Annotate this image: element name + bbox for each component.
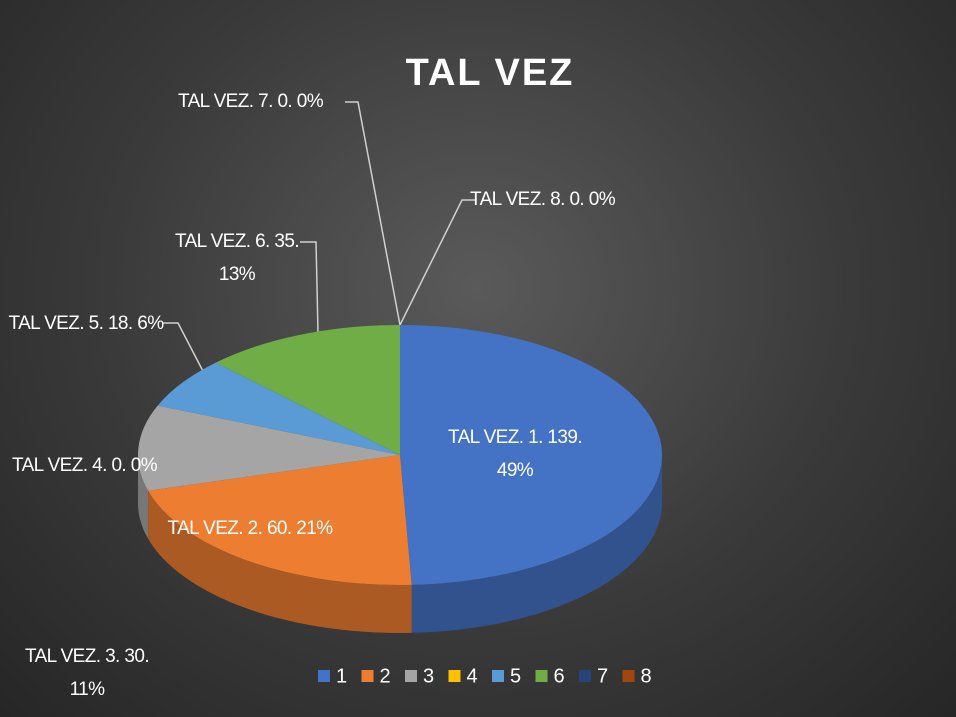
data-label: TAL VEZ. 1. 139. 49% — [447, 427, 583, 481]
data-label: TAL VEZ. 5. 18. 6% — [8, 313, 165, 334]
legend-label: 3 — [423, 665, 434, 687]
slice — [138, 405, 400, 491]
data-label: TAL VEZ. 7. 0. 0% — [178, 91, 324, 112]
legend-label: 5 — [510, 665, 521, 687]
data-label: TAL VEZ. 4. 0. 0% — [12, 455, 158, 476]
legend-swatch — [622, 670, 635, 682]
legend-label: 8 — [641, 665, 652, 687]
legend-swatch — [448, 670, 461, 682]
data-label: TAL VEZ. 2. 60. 21% — [167, 518, 334, 539]
legend-label: 1 — [336, 665, 347, 687]
slice-side — [148, 490, 412, 633]
legend-swatch — [405, 670, 417, 682]
data-label: TAL VEZ. 8. 0. 0% — [470, 189, 616, 210]
leader-line — [345, 101, 401, 326]
leader-lines — [162, 101, 475, 376]
chart-title: TAL VEZ — [406, 52, 575, 94]
legend-swatch — [492, 670, 504, 682]
slice-side — [138, 455, 149, 539]
slice — [215, 325, 400, 455]
leader-line — [399, 199, 475, 326]
slice — [157, 362, 400, 455]
pie-tops — [138, 325, 663, 585]
legend-swatch — [361, 670, 374, 682]
leader-line — [300, 241, 319, 333]
legend-swatch — [535, 670, 548, 682]
pie-sides — [138, 455, 662, 633]
slice-side — [411, 455, 662, 633]
legend-swatch — [318, 670, 330, 682]
data-label: TAL VEZ. 3. 30. 11% — [24, 646, 150, 700]
slice — [400, 325, 663, 585]
legend-label: 4 — [467, 665, 478, 687]
legend-label: 2 — [380, 665, 391, 687]
legend-label: 7 — [597, 665, 608, 687]
legend: 1 2 3 4 5 6 7 8 — [318, 665, 652, 687]
legend-swatch — [579, 670, 591, 682]
slice — [148, 455, 412, 585]
data-label: TAL VEZ. 6. 35. 13% — [174, 231, 300, 285]
legend-label: 6 — [554, 665, 565, 687]
leader-line — [162, 322, 206, 376]
